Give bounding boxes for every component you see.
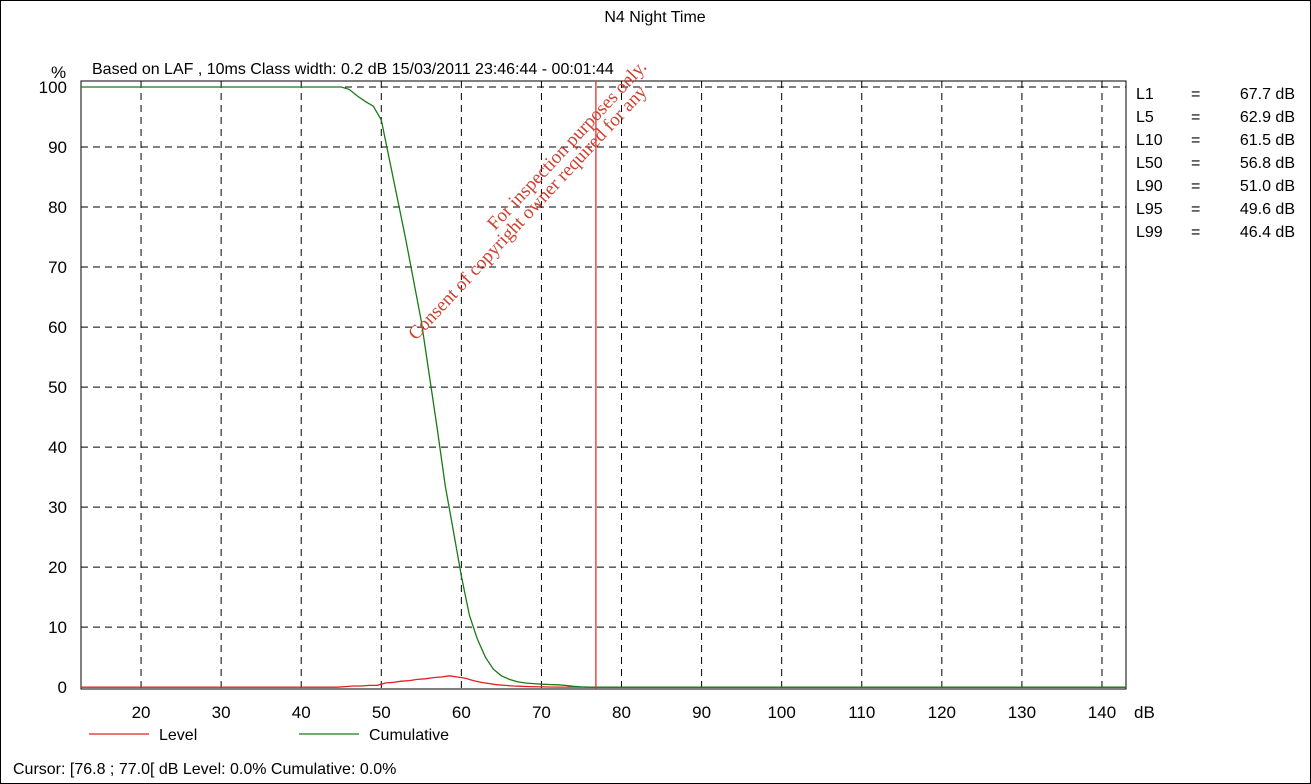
stat-value: 49.6 dB — [1240, 201, 1295, 218]
x-tick-label: 120 — [928, 703, 956, 722]
stat-equals: = — [1191, 109, 1200, 126]
stat-value: 61.5 dB — [1240, 132, 1295, 149]
y-tick-label: 0 — [58, 678, 67, 697]
x-tick-label: 50 — [372, 703, 391, 722]
x-tick-label: 110 — [848, 703, 875, 722]
stat-equals: = — [1191, 178, 1200, 195]
y-tick-label: 90 — [48, 138, 67, 157]
y-tick-label: 60 — [48, 318, 67, 337]
x-tick-label: 80 — [612, 703, 631, 722]
x-tick-label: 90 — [692, 703, 711, 722]
stat-label: L50 — [1136, 155, 1163, 172]
stat-label: L10 — [1136, 132, 1163, 149]
stat-value: 67.7 dB — [1240, 86, 1295, 103]
plot-area — [80, 80, 1127, 690]
stat-value: 56.8 dB — [1240, 155, 1295, 172]
stat-equals: = — [1191, 224, 1200, 241]
stat-value: 51.0 dB — [1240, 178, 1295, 195]
x-tick-label: 130 — [1008, 703, 1036, 722]
stat-label: L99 — [1136, 224, 1163, 241]
y-tick-label: 10 — [48, 618, 67, 637]
cursor-readout: Cursor: [76.8 ; 77.0[ dB Level: 0.0% Cum… — [13, 761, 396, 778]
stat-value: 46.4 dB — [1240, 224, 1295, 241]
stat-label: L95 — [1136, 201, 1163, 218]
series-line-level — [81, 675, 1126, 688]
stat-label: L90 — [1136, 178, 1163, 195]
y-tick-label: 20 — [48, 558, 67, 577]
stat-equals: = — [1191, 86, 1200, 103]
legend-label-level: Level — [159, 727, 197, 744]
x-axis-unit: dB — [1134, 703, 1155, 722]
stat-equals: = — [1191, 155, 1200, 172]
x-tick-label: 100 — [767, 703, 795, 722]
x-tick-label: 70 — [532, 703, 551, 722]
y-axis-unit: % — [51, 63, 66, 82]
series-line-cumulative — [81, 86, 1126, 688]
stat-label: L5 — [1136, 109, 1154, 126]
x-tick-label: 60 — [452, 703, 471, 722]
y-tick-label: 30 — [48, 498, 67, 517]
stat-label: L1 — [1136, 86, 1154, 103]
y-tick-label: 40 — [48, 438, 67, 457]
legend-label-cumulative: Cumulative — [369, 727, 449, 744]
y-tick-label: 100 — [39, 78, 67, 97]
x-tick-label: 20 — [132, 703, 151, 722]
x-tick-label: 40 — [292, 703, 311, 722]
stat-equals: = — [1191, 132, 1200, 149]
y-tick-label: 80 — [48, 198, 67, 217]
chart-subtitle: Based on LAF , 10ms Class width: 0.2 dB … — [92, 61, 614, 78]
chart-title: N4 Night Time — [604, 9, 705, 26]
stat-equals: = — [1191, 201, 1200, 218]
x-tick-label: 140 — [1088, 703, 1116, 722]
x-tick-label: 30 — [212, 703, 231, 722]
stat-value: 62.9 dB — [1240, 109, 1295, 126]
y-tick-label: 70 — [48, 258, 67, 277]
y-tick-label: 50 — [48, 378, 67, 397]
